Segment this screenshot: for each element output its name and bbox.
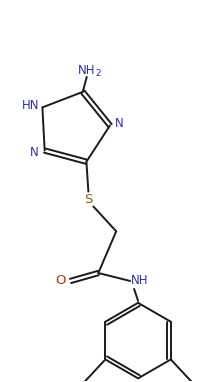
Text: O: O (55, 275, 66, 288)
Text: NH: NH (131, 275, 149, 288)
Text: N: N (115, 117, 123, 130)
Text: HN: HN (22, 99, 39, 112)
Text: 2: 2 (96, 68, 101, 78)
Text: NH: NH (78, 63, 95, 76)
Text: N: N (30, 146, 39, 159)
Text: S: S (84, 193, 93, 206)
